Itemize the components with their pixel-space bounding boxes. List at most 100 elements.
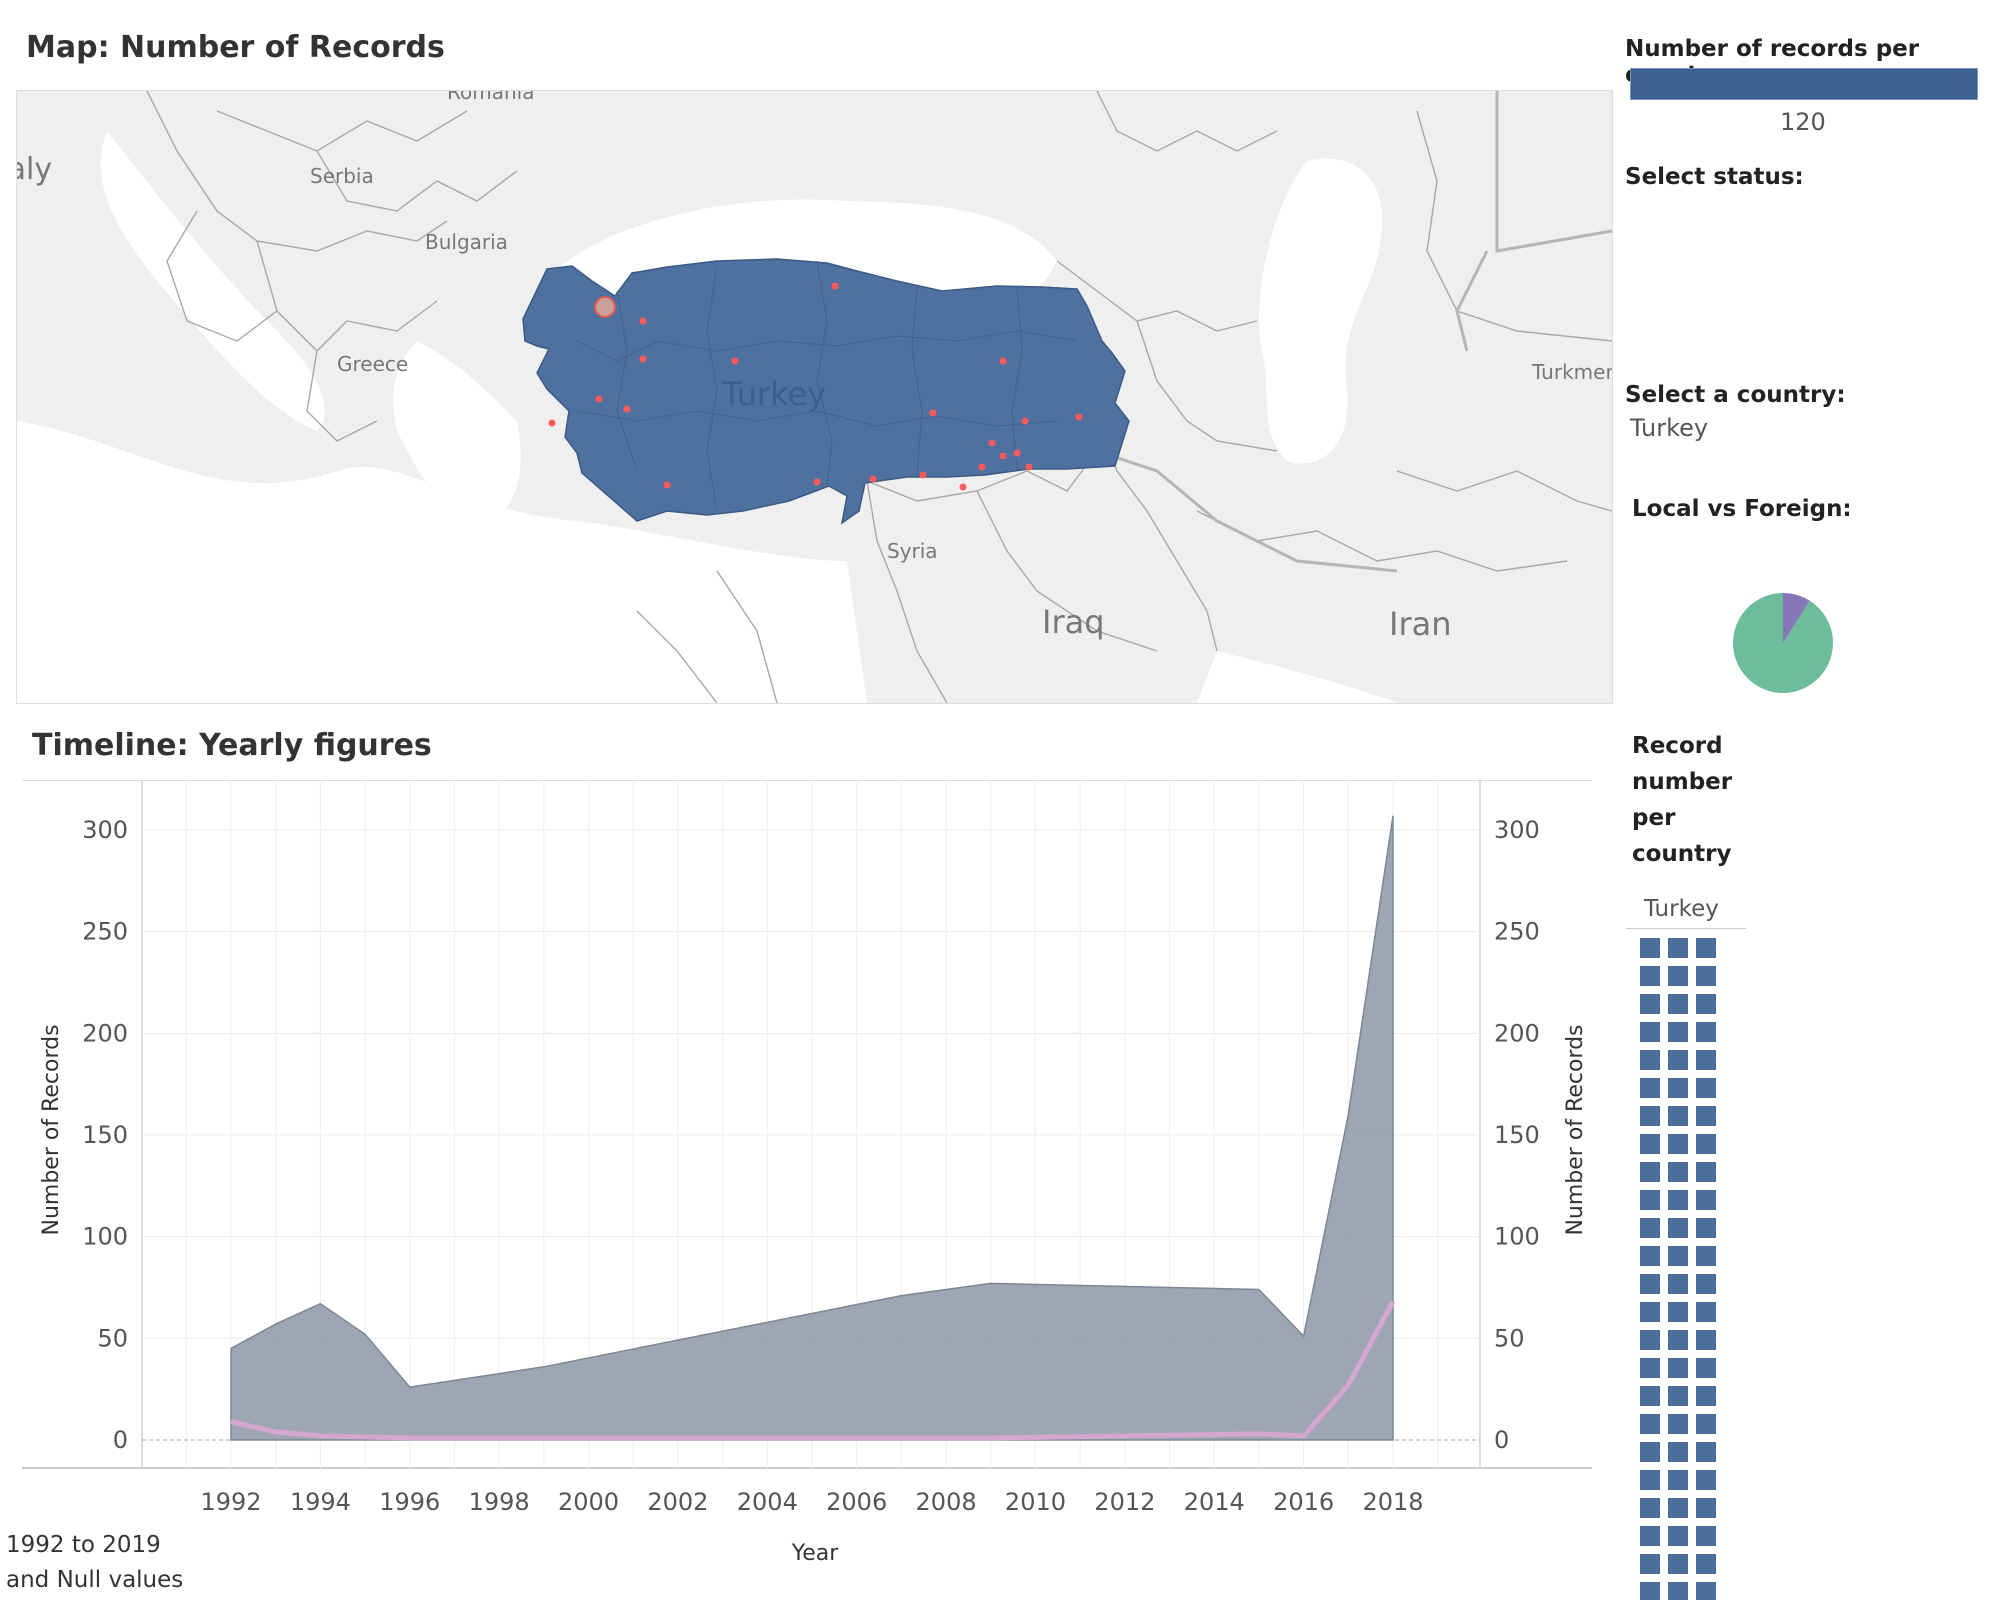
waffle-cell[interactable] [1668,1358,1688,1378]
istanbul-marker[interactable] [594,296,616,318]
waffle-cell[interactable] [1640,966,1660,986]
record-dot[interactable] [813,478,821,486]
waffle-cell[interactable] [1640,994,1660,1014]
waffle-cell[interactable] [1640,1302,1660,1322]
waffle-cell[interactable] [1668,1386,1688,1406]
waffle-cell[interactable] [1640,1050,1660,1070]
waffle-cell[interactable] [1640,1386,1660,1406]
record-dot[interactable] [929,409,937,417]
waffle-cell[interactable] [1640,1134,1660,1154]
waffle-cell[interactable] [1640,1162,1660,1182]
waffle-cell[interactable] [1640,1022,1660,1042]
waffle-cell[interactable] [1668,1218,1688,1238]
waffle-cell[interactable] [1668,1106,1688,1126]
waffle-cell[interactable] [1696,1218,1716,1238]
line-series-foreign[interactable] [230,1300,1396,1441]
area-series-total[interactable] [230,815,1394,1441]
waffle-cell[interactable] [1668,994,1688,1014]
record-dot[interactable] [1013,449,1021,457]
record-dot[interactable] [623,405,631,413]
waffle-cell[interactable] [1640,1526,1660,1546]
record-dot[interactable] [663,481,671,489]
waffle-cell[interactable] [1668,1414,1688,1434]
legend-color-bar[interactable] [1630,68,1978,100]
waffle-cell[interactable] [1668,966,1688,986]
record-dot[interactable] [639,355,647,363]
waffle-cell[interactable] [1668,1078,1688,1098]
waffle-cell[interactable] [1696,966,1716,986]
record-dot[interactable] [639,317,647,325]
waffle-cell[interactable] [1668,1246,1688,1266]
waffle-cell[interactable] [1640,1470,1660,1490]
record-dot[interactable] [1021,417,1029,425]
waffle-cell[interactable] [1668,1442,1688,1462]
waffle-cell[interactable] [1640,1106,1660,1126]
waffle-cell[interactable] [1668,1498,1688,1518]
waffle-cell[interactable] [1696,1246,1716,1266]
waffle-cell[interactable] [1640,1330,1660,1350]
waffle-cell[interactable] [1696,1078,1716,1098]
record-dot[interactable] [959,483,967,491]
record-dot[interactable] [731,357,739,365]
waffle-cell[interactable] [1668,1162,1688,1182]
record-dot[interactable] [548,419,556,427]
record-dot[interactable] [1025,463,1033,471]
waffle-cell[interactable] [1668,1274,1688,1294]
waffle-cell[interactable] [1696,1442,1716,1462]
record-dot[interactable] [869,475,877,483]
waffle-cell[interactable] [1668,1022,1688,1042]
waffle-cell[interactable] [1696,1414,1716,1434]
waffle-cell[interactable] [1640,1190,1660,1210]
waffle-cell[interactable] [1640,1442,1660,1462]
waffle-cell[interactable] [1696,1498,1716,1518]
waffle-cell[interactable] [1640,1274,1660,1294]
waffle-cell[interactable] [1696,1050,1716,1070]
pie-slice-foreign[interactable] [1783,593,1810,643]
waffle-cell[interactable] [1696,1162,1716,1182]
waffle-cell[interactable] [1696,1022,1716,1042]
waffle-cell[interactable] [1696,1470,1716,1490]
waffle-cell[interactable] [1696,1106,1716,1126]
waffle-cell[interactable] [1668,1330,1688,1350]
record-dot[interactable] [999,357,1007,365]
waffle-cell[interactable] [1696,1190,1716,1210]
waffle-cell[interactable] [1640,1582,1660,1600]
waffle-cell[interactable] [1640,1554,1660,1574]
record-dot[interactable] [1075,413,1083,421]
record-dot[interactable] [831,282,839,290]
local-foreign-pie[interactable] [1730,590,1836,696]
waffle-cell[interactable] [1696,1302,1716,1322]
waffle-cell[interactable] [1640,938,1660,958]
waffle-cell[interactable] [1640,1498,1660,1518]
waffle-cell[interactable] [1668,1582,1688,1600]
waffle-cell[interactable] [1640,1358,1660,1378]
map-panel[interactable]: Romania Italy Serbia Bulgaria Greece Tur… [16,90,1613,704]
waffle-cell[interactable] [1696,1582,1716,1600]
record-dot[interactable] [978,463,986,471]
waffle-cell[interactable] [1668,1302,1688,1322]
waffle-cell[interactable] [1696,1554,1716,1574]
timeline-chart[interactable]: 0 0 50 50 100 100 150 150 200 200 250 250 300 300 1992… [0,780,1620,1600]
record-dot[interactable] [919,471,927,479]
record-dot[interactable] [988,439,996,447]
waffle-cell[interactable] [1696,938,1716,958]
waffle-cell[interactable] [1696,1526,1716,1546]
record-dot[interactable] [999,452,1007,460]
waffle-cell[interactable] [1668,1554,1688,1574]
waffle-cell[interactable] [1640,1218,1660,1238]
waffle-cell[interactable] [1668,1190,1688,1210]
record-waffle-grid[interactable] [1640,938,1730,1600]
waffle-cell[interactable] [1668,938,1688,958]
waffle-cell[interactable] [1668,1526,1688,1546]
waffle-cell[interactable] [1696,1134,1716,1154]
waffle-cell[interactable] [1668,1050,1688,1070]
country-filter-value[interactable]: Turkey [1630,414,1709,442]
waffle-cell[interactable] [1696,1274,1716,1294]
waffle-cell[interactable] [1668,1134,1688,1154]
waffle-cell[interactable] [1696,1358,1716,1378]
waffle-cell[interactable] [1668,1470,1688,1490]
record-dot[interactable] [595,395,603,403]
waffle-cell[interactable] [1640,1078,1660,1098]
waffle-cell[interactable] [1696,1386,1716,1406]
waffle-cell[interactable] [1696,994,1716,1014]
